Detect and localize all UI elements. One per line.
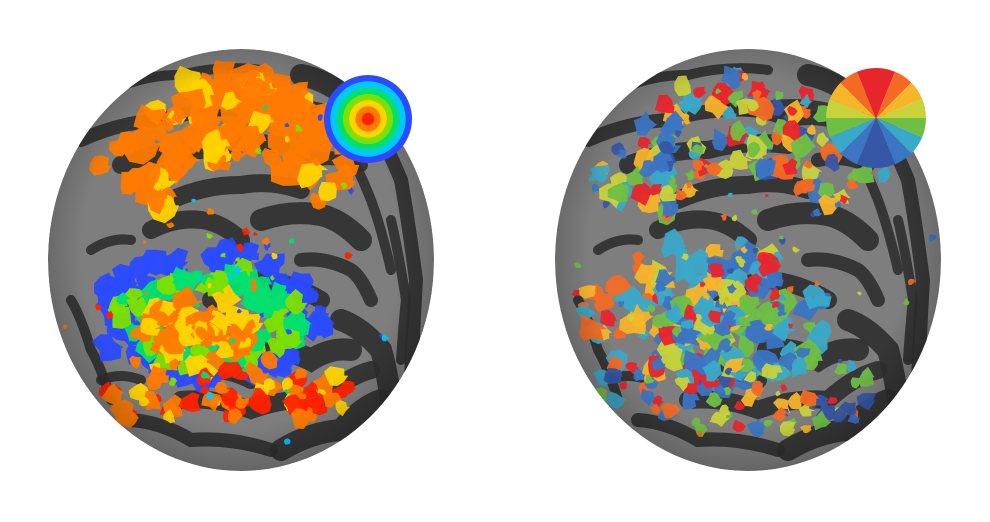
legend-wedge: [876, 71, 912, 118]
legend-wedge: [840, 71, 876, 118]
eccentricity-legend-icon: [324, 75, 412, 163]
legend-wedge: [876, 118, 896, 168]
legend-wedge: [876, 118, 912, 165]
legend-wedge: [876, 68, 896, 118]
surface-shading: [48, 49, 434, 471]
legend-wedge: [826, 118, 876, 138]
legend-wedge: [856, 68, 876, 118]
legend-wedge: [829, 118, 876, 154]
legend-ring: [361, 112, 375, 126]
legend-wedge: [826, 98, 876, 118]
legend-wedge: [876, 118, 923, 154]
legend-wedge: [856, 118, 876, 168]
legend-wedge: [829, 82, 876, 118]
legend-wedge: [876, 98, 926, 118]
activation-patch: [604, 420, 618, 432]
left-hemisphere-eccentricity-map: [48, 49, 434, 471]
legend-wedge: [876, 118, 926, 138]
right-hemisphere-polar-angle-map: [555, 49, 941, 471]
legend-wedge: [876, 82, 923, 118]
legend-wedge: [840, 118, 876, 165]
polar-angle-wheel-legend-icon: [826, 68, 926, 168]
